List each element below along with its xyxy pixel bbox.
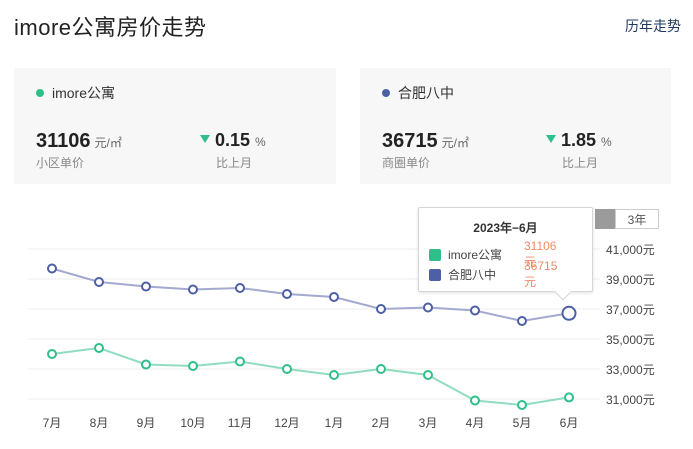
- price-label: 小区单价: [36, 156, 85, 170]
- x-tick-label: 9月: [137, 416, 156, 430]
- data-point[interactable]: [282, 364, 292, 374]
- change-value: 1.85 %: [546, 130, 612, 151]
- price-unit: 元/㎡: [94, 136, 122, 150]
- change-label: 比上月: [562, 156, 599, 170]
- series-dot-icon: [36, 89, 44, 97]
- price-label: 商圈单价: [382, 156, 431, 170]
- data-point[interactable]: [376, 364, 386, 374]
- x-tick-label: 1月: [325, 416, 344, 430]
- series-line: [51, 267, 570, 323]
- card-header: 合肥八中: [382, 83, 454, 103]
- x-tick-label: 7月: [43, 416, 62, 430]
- tooltip-title: 2023年−6月: [473, 221, 538, 235]
- district-price-card: 合肥八中 36715 元/㎡ 商圈单价 1.85 % 比上月: [360, 68, 671, 184]
- x-tick-label: 6月: [560, 416, 579, 430]
- x-tick-label: 10月: [180, 416, 205, 430]
- range-tab-active[interactable]: [595, 209, 615, 229]
- data-point[interactable]: [517, 400, 527, 410]
- price-number: 31106: [36, 130, 91, 152]
- price-value: 31106 元/㎡: [36, 130, 122, 153]
- data-point[interactable]: [47, 263, 57, 274]
- history-trend-link[interactable]: 历年走势: [625, 18, 681, 34]
- change-number: 0.15: [215, 130, 251, 150]
- data-point[interactable]: [561, 305, 577, 321]
- card-title: 合肥八中: [398, 85, 454, 101]
- tooltip-series-name: 合肥八中: [448, 268, 497, 282]
- data-point[interactable]: [329, 292, 339, 302]
- data-point[interactable]: [141, 359, 151, 370]
- data-point[interactable]: [517, 316, 527, 326]
- data-point[interactable]: [282, 289, 292, 299]
- range-tabs: 3年: [595, 209, 659, 229]
- data-point[interactable]: [329, 370, 339, 380]
- x-tick-label: 5月: [513, 416, 532, 430]
- data-point[interactable]: [423, 302, 433, 313]
- legend-swatch-icon: [429, 248, 441, 261]
- tooltip-row: 合肥八中 36715元: [429, 259, 557, 289]
- data-point[interactable]: [423, 370, 433, 380]
- y-tick-label: 37,000元: [606, 303, 655, 317]
- card-header: imore公寓: [36, 83, 115, 103]
- legend-swatch-icon: [429, 268, 441, 281]
- data-point[interactable]: [470, 395, 480, 406]
- price-value: 36715 元/㎡: [382, 130, 469, 153]
- down-arrow-icon: [546, 135, 556, 143]
- page-title: imore公寓房价走势: [14, 15, 207, 40]
- y-tick-label: 35,000元: [606, 333, 655, 347]
- down-arrow-icon: [200, 135, 210, 143]
- tooltip-row: imore公寓 31106元: [429, 239, 556, 269]
- y-tick-label: 33,000元: [606, 363, 655, 377]
- y-tick-label: 39,000元: [606, 273, 655, 287]
- data-point[interactable]: [376, 304, 386, 314]
- data-point[interactable]: [188, 361, 198, 371]
- y-tick-label: 41,000元: [606, 243, 655, 257]
- series-dot-icon: [382, 89, 390, 97]
- x-tick-label: 2月: [372, 416, 391, 430]
- x-tick-label: 3月: [419, 416, 438, 430]
- community-price-card: imore公寓 31106 元/㎡ 小区单价 0.15 % 比上月: [14, 68, 336, 184]
- range-tab-3-years[interactable]: 3年: [615, 209, 659, 229]
- tooltip-series-name: imore公寓: [448, 248, 503, 262]
- change-number: 1.85: [561, 130, 597, 150]
- data-point[interactable]: [94, 277, 104, 287]
- data-point[interactable]: [235, 283, 245, 293]
- data-point[interactable]: [94, 343, 104, 353]
- change-value: 0.15 %: [200, 130, 266, 151]
- x-tick-label: 8月: [90, 416, 109, 430]
- tooltip-series-value: 36715元: [524, 259, 558, 289]
- x-tick-label: 4月: [466, 416, 485, 430]
- data-point[interactable]: [188, 284, 198, 295]
- x-tick-label: 12月: [274, 416, 299, 430]
- change-unit: %: [601, 135, 612, 149]
- data-point[interactable]: [470, 305, 480, 316]
- data-point[interactable]: [564, 392, 574, 403]
- y-tick-label: 31,000元: [606, 393, 655, 407]
- chart-tooltip: 2023年−6月 imore公寓 31106元 合肥八中 36715元: [418, 207, 593, 301]
- change-unit: %: [255, 135, 266, 149]
- price-number: 36715: [382, 130, 438, 152]
- data-point[interactable]: [141, 281, 151, 292]
- change-label: 比上月: [216, 156, 253, 170]
- series-line: [51, 346, 570, 407]
- x-tick-label: 11月: [228, 416, 252, 430]
- price-unit: 元/㎡: [441, 136, 469, 150]
- card-title: imore公寓: [52, 85, 116, 101]
- data-point[interactable]: [235, 356, 245, 367]
- tooltip-series-value: 31106元: [524, 239, 557, 269]
- data-point[interactable]: [47, 349, 57, 359]
